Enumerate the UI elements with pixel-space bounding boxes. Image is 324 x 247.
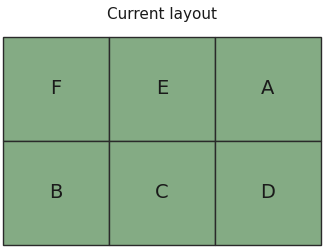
Bar [215, 141, 321, 245]
Bar [109, 37, 215, 141]
Text: B: B [50, 183, 63, 202]
Text: D: D [260, 183, 275, 202]
Text: F: F [51, 80, 62, 98]
Text: Current layout: Current layout [107, 7, 217, 22]
Text: C: C [155, 183, 169, 202]
Bar [3, 141, 109, 245]
Bar [109, 141, 215, 245]
Text: E: E [156, 80, 168, 98]
Text: A: A [261, 80, 274, 98]
Bar [3, 37, 109, 141]
Bar [215, 37, 321, 141]
